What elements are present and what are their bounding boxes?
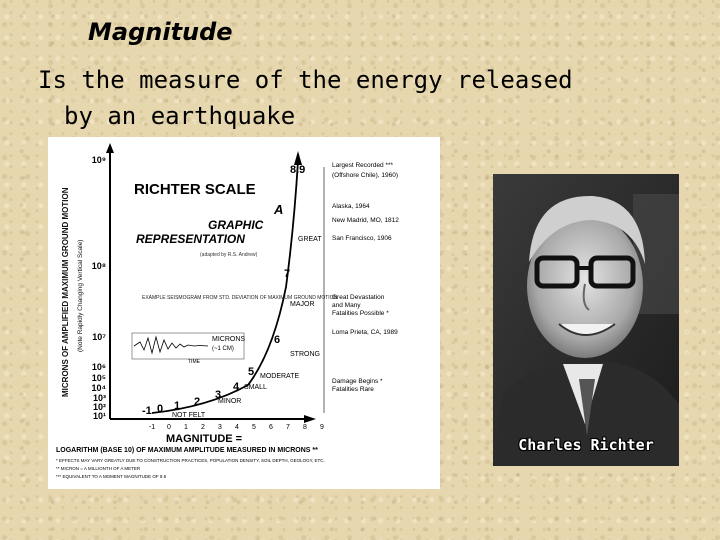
x-tick-label: 5 [252,424,256,431]
curve-label: 2 [194,396,200,408]
event-great-devastation: Great Devastation [332,294,385,301]
category-minor: MINOR [218,398,241,405]
event-fatalities-possible: Fatalities Possible * [332,310,389,317]
event-loma-prieta: Loma Prieta, CA, 1989 [332,329,398,336]
event-largest-detail: (Offshore Chile), 1960) [332,172,398,179]
curve-label: 0 [157,403,163,415]
x-tick-label: 4 [235,424,239,431]
portrait-image [493,174,679,466]
x-tick-label: 8 [303,424,307,431]
y-axis-arrow-icon [106,143,114,153]
y-axis-sublabel: (Note Rapidly Changing Vertical Scale) [77,240,84,352]
y-tick-label: 10⁸ [92,261,106,271]
photo-caption: Charles Richter [518,436,654,454]
definition-line-2: by an earthquake [64,102,296,130]
curve-label: 3 [215,389,221,401]
definition-line-1: Is the measure of the energy released [38,66,573,94]
figure-subheading-2: GRAPHIC [208,218,264,232]
figure-subheading-1: A [273,202,283,217]
y-axis-label: MICRONS OF AMPLIFIED MAXIMUM GROUND MOTI… [61,187,70,397]
time-label: TIME [188,359,201,365]
seismogram-trace [133,335,209,355]
mm-label: (~1 CM) [212,346,234,352]
x-tick-label: -1 [149,424,155,431]
figure-subheading-3: REPRESENTATION [136,232,245,246]
microns-label: MICRONS [212,336,245,343]
event-san-francisco: San Francisco, 1906 [332,235,392,242]
definition-text: Is the measure of the energy released by… [38,62,698,134]
seismogram-frame [131,332,245,360]
event-damage-begins: Damage Begins * [332,378,383,385]
x-axis-sublabel: LOGARITHM (BASE 10) OF MAXIMUM AMPLITUDE… [56,447,318,454]
footnote-1: * EFFECTS MAY VARY GREATLY DUE TO CONSTR… [56,458,325,463]
footnote-3: *** EQUIVALENT TO A MOMENT MAGNITUDE OF … [56,474,167,479]
event-and-many: and Many [332,302,361,309]
y-tick-label: 10⁷ [92,332,106,342]
y-tick-label: 10³ [93,393,106,403]
category-strong: STRONG [290,351,320,358]
curve-label: -1 [142,405,152,417]
curve-label: 7 [284,268,290,280]
example-seismogram: EXAMPLE SEISMOGRAM FROM STD. DEVIATION O… [131,295,338,365]
y-tick-label: 10⁴ [92,383,106,393]
curve-label: 5 [248,366,254,378]
x-tick-label: 9 [320,424,324,431]
event-alaska: Alaska, 1964 [332,203,370,210]
category-small: SMALL [244,384,267,391]
x-axis-label: MAGNITUDE = [166,433,242,445]
event-new-madrid: New Madrid, MO, 1812 [332,217,399,224]
x-tick-label: 0 [167,424,171,431]
y-tick-label: 10⁹ [92,155,106,165]
x-axis-arrow-icon [304,415,316,423]
richter-scale-figure: MICRONS OF AMPLIFIED MAXIMUM GROUND MOTI… [48,137,440,489]
y-tick-label: 10² [93,402,106,412]
x-tick-label: 1 [184,424,188,431]
charles-richter-photo: Charles Richter [493,174,679,466]
footnote-2: ** MICRON = A MILLIONTH OF A METER [56,466,141,471]
curve-label: 1 [174,400,180,412]
x-tick-label: 6 [269,424,273,431]
curve-arrow-icon [294,151,302,165]
category-not-felt: NOT FELT [172,412,206,419]
x-tick-label: 7 [286,424,290,431]
curve-label: 8.9 [290,164,305,176]
curve-label: 6 [274,334,280,346]
richter-scale-graphic: MICRONS OF AMPLIFIED MAXIMUM GROUND MOTI… [56,143,399,479]
figure-heading: RICHTER SCALE [134,181,256,198]
y-tick-label: 10¹ [93,411,106,421]
category-moderate: MODERATE [260,373,299,380]
slide-title: Magnitude [88,18,233,46]
example-text: EXAMPLE SEISMOGRAM FROM STD. DEVIATION O… [142,295,338,301]
curve-label: 4 [233,381,240,393]
category-great: GREAT [298,236,322,243]
y-tick-label: 10⁶ [92,362,106,372]
y-tick-label: 10⁵ [92,373,106,383]
x-tick-label: 3 [218,424,222,431]
figure-credit: (adapted by R.S. Andrew) [200,252,258,258]
magnitude-curve [151,160,299,414]
event-fatalities-rare: Fatalities Rare [332,386,374,393]
event-largest-recorded: Largest Recorded *** [332,162,394,169]
x-tick-label: 2 [201,424,205,431]
category-major: MAJOR [290,301,315,308]
